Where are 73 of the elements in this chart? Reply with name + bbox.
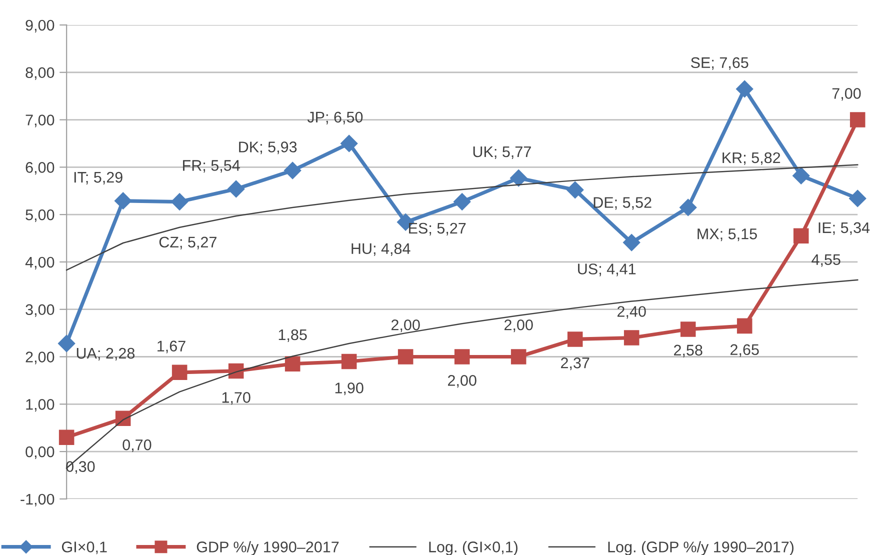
point xyxy=(850,112,866,128)
data-label: SE; 7,65 xyxy=(690,57,748,70)
data-label: DE; 5,52 xyxy=(594,197,652,210)
point xyxy=(793,228,809,244)
data-label: 2,00 xyxy=(448,375,476,388)
y-tick-label: 1,00 xyxy=(26,399,54,412)
data-label: ES; 5,27 xyxy=(409,222,466,236)
point xyxy=(680,322,696,337)
data-label: 2,00 xyxy=(504,319,533,332)
point xyxy=(454,349,470,364)
data-label: 2,40 xyxy=(618,306,646,319)
data-label: 1,70 xyxy=(222,392,250,405)
data-label: FR; 5,54 xyxy=(183,160,240,173)
y-tick-label: 9,00 xyxy=(26,20,54,32)
point xyxy=(58,430,74,445)
point xyxy=(566,181,584,198)
point xyxy=(792,167,810,184)
point xyxy=(284,162,302,180)
data-label: UK; 5,77 xyxy=(473,146,531,159)
point xyxy=(849,190,866,207)
data-label: CZ; 5,27 xyxy=(159,236,216,250)
point xyxy=(567,332,583,347)
point xyxy=(736,80,754,98)
point xyxy=(510,170,528,187)
y-tick-label: 6,00 xyxy=(26,162,54,175)
data-label: 4,55 xyxy=(812,254,840,267)
point xyxy=(172,364,188,380)
data-label: 7,00 xyxy=(832,88,861,101)
y-tick-label: 0,00 xyxy=(26,446,54,460)
point xyxy=(398,349,414,364)
data-label: 2,37 xyxy=(560,358,590,370)
data-label: US; 4,41 xyxy=(578,264,636,276)
data-label: IT; 5,29 xyxy=(74,172,122,184)
data-label: 1,90 xyxy=(335,382,364,396)
point xyxy=(58,334,76,352)
data-label: 2,58 xyxy=(674,344,702,358)
data-label: IE; 5,34 xyxy=(818,222,870,235)
data-label: HU; 4,84 xyxy=(352,243,410,256)
y-tick-label: 3,00 xyxy=(26,304,54,317)
data-label: 1,67 xyxy=(158,340,186,354)
point xyxy=(680,198,697,216)
point xyxy=(171,193,188,210)
point xyxy=(228,180,245,198)
point xyxy=(284,356,300,372)
y-tick-label: 7,00 xyxy=(26,114,54,128)
data-label: UA; 2,28 xyxy=(76,348,135,360)
y-tick-label: 4,00 xyxy=(25,256,54,270)
legend-label: Log. (GDP %/y 1990–2017) xyxy=(608,541,794,555)
point xyxy=(736,318,752,334)
data-label: KR; 5,82 xyxy=(722,152,780,165)
y-tick-label: -1,00 xyxy=(20,494,54,506)
y-tick-label: 5,00 xyxy=(26,209,54,222)
point xyxy=(624,330,640,346)
legend-label: GDP %/y 1990–2017 xyxy=(196,541,339,555)
point xyxy=(454,193,471,210)
data-label: 0,70 xyxy=(122,439,152,452)
point xyxy=(115,410,131,426)
point xyxy=(114,192,132,210)
data-label: 1,85 xyxy=(278,329,307,342)
point xyxy=(340,134,358,152)
point xyxy=(341,354,357,370)
legend-label: Log. (GI×0,1) xyxy=(429,541,518,555)
data-label: 0,30 xyxy=(66,461,95,474)
legend-label: GI×0,1 xyxy=(62,542,107,554)
data-label: 2,65 xyxy=(730,344,759,357)
data-label: 2,00 xyxy=(391,319,420,332)
y-tick-label: 2,00 xyxy=(26,352,54,364)
point xyxy=(623,234,640,252)
data-label: MX; 5,15 xyxy=(698,228,757,242)
data-label: DK; 5,93 xyxy=(239,142,297,154)
data-label: JP; 6,50 xyxy=(307,112,363,124)
y-tick-label: 8,00 xyxy=(26,67,54,80)
point xyxy=(510,349,526,364)
